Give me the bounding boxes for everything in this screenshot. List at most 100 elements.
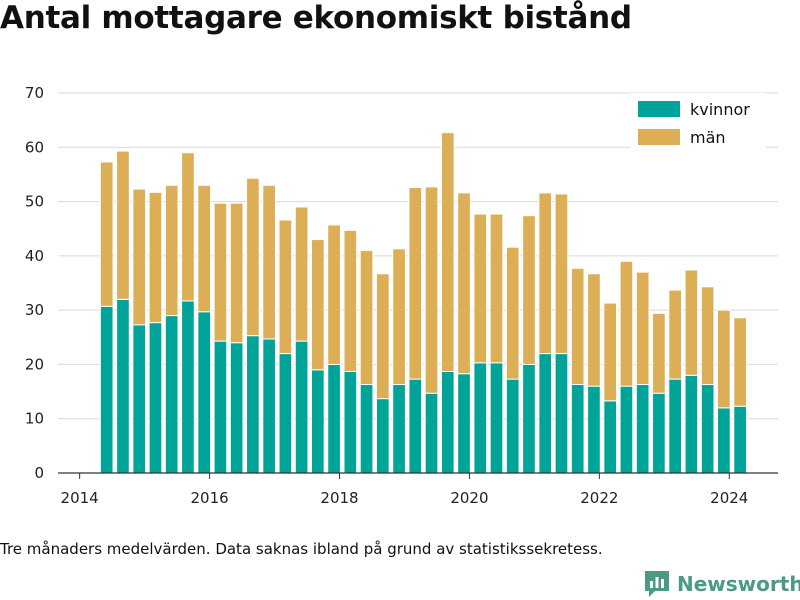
bar-kvinnor — [587, 385, 601, 474]
legend-swatch — [638, 101, 680, 117]
bar-kvinnor — [554, 353, 569, 474]
bar-man — [229, 202, 244, 344]
bar-man — [262, 184, 276, 340]
y-tick-label: 60 — [25, 138, 44, 156]
x-tick-label: 2022 — [580, 489, 618, 507]
bar-man — [99, 161, 114, 307]
x-tick-label: 2020 — [450, 489, 488, 507]
bar-kvinnor — [181, 300, 195, 474]
bar-man — [733, 317, 747, 407]
x-tick-label: 2018 — [320, 489, 358, 507]
bar-kvinnor — [700, 384, 715, 474]
bar-man — [587, 273, 601, 387]
bar-kvinnor — [538, 353, 553, 474]
bar-man — [652, 312, 666, 394]
bar-man — [684, 269, 699, 376]
bar-man — [489, 213, 504, 364]
bar-kvinnor — [489, 362, 504, 474]
bar-man — [294, 206, 309, 342]
y-tick-label: 10 — [25, 410, 44, 428]
axes: 0 10 20 30 40 50 60 70 2014 2016 2018 2020 2022 2024 — [25, 84, 778, 507]
bar-man — [343, 229, 358, 372]
bar-kvinnor — [457, 373, 471, 474]
bar-man — [505, 246, 520, 380]
bar-kvinnor — [164, 315, 179, 474]
y-tick-label: 70 — [25, 84, 44, 102]
bar-kvinnor — [473, 362, 488, 474]
bar-kvinnor — [635, 384, 650, 474]
bar-kvinnor — [505, 378, 520, 474]
footnote: Tre månaders medelvärden. Data saknas ib… — [0, 540, 603, 558]
bar-man — [700, 286, 715, 386]
bar-man — [424, 186, 439, 394]
brand-name: Newsworthy — [677, 572, 800, 596]
bar-man — [570, 267, 585, 386]
bars — [99, 132, 747, 474]
bar-man — [197, 184, 211, 313]
bar-kvinnor — [99, 305, 114, 474]
bar-man — [164, 184, 179, 317]
bar-kvinnor — [424, 392, 439, 474]
bar-kvinnor — [652, 392, 666, 474]
bar-kvinnor — [392, 384, 406, 474]
legend-label: kvinnor — [690, 100, 750, 119]
bar-man — [522, 215, 536, 365]
legend: kvinnor män — [630, 93, 766, 155]
x-tick-label: 2014 — [61, 489, 99, 507]
x-tick-label: 2024 — [710, 489, 748, 507]
bar-man — [181, 152, 195, 302]
bar-kvinnor — [116, 298, 130, 474]
newsworthy-logo-icon — [645, 571, 669, 597]
bar-man — [603, 302, 618, 402]
bar-man — [213, 202, 228, 342]
bar-kvinnor — [197, 311, 211, 474]
y-tick-label: 0 — [34, 464, 44, 482]
bar-man — [473, 213, 488, 364]
bar-man — [278, 219, 293, 355]
bar-man — [327, 224, 341, 365]
bar-kvinnor — [246, 335, 260, 474]
bar-man — [148, 191, 163, 324]
legend-label: män — [690, 128, 726, 147]
bar-man — [619, 260, 634, 387]
bar-kvinnor — [359, 384, 374, 474]
y-tick-label: 20 — [25, 355, 44, 373]
brand-logo[interactable]: Newsworthy — [643, 568, 800, 600]
x-tick-label: 2016 — [190, 489, 228, 507]
bar-kvinnor — [440, 370, 455, 474]
bar-man — [457, 192, 471, 375]
bar-kvinnor — [294, 340, 309, 474]
bar-man — [359, 249, 374, 386]
y-tick-label: 30 — [25, 301, 44, 319]
bar-man — [668, 289, 682, 380]
bar-man — [246, 177, 260, 337]
bar-man — [392, 248, 406, 386]
bar-kvinnor — [619, 385, 634, 474]
bar-kvinnor — [408, 378, 423, 474]
bar-man — [635, 271, 650, 386]
bar-kvinnor — [570, 384, 585, 474]
bar-kvinnor — [343, 370, 358, 474]
chart-title: Antal mottagare ekonomiskt bistånd — [0, 0, 632, 36]
bar-kvinnor — [262, 338, 276, 474]
bar-kvinnor — [717, 407, 731, 474]
bar-man — [554, 193, 569, 355]
bar-man — [311, 239, 325, 371]
bar-man — [375, 273, 390, 400]
bar-man — [538, 192, 553, 355]
bar-kvinnor — [684, 374, 699, 474]
bar-kvinnor — [733, 405, 747, 474]
bar-man — [440, 132, 455, 372]
bar-kvinnor — [229, 342, 244, 474]
y-tick-label: 50 — [25, 193, 44, 211]
bar-man — [408, 186, 423, 380]
bar-man — [116, 150, 130, 300]
bar-kvinnor — [132, 324, 147, 474]
bar-kvinnor — [375, 398, 390, 474]
bar-kvinnor — [311, 369, 325, 474]
bar-kvinnor — [278, 353, 293, 474]
legend-swatch — [638, 129, 680, 145]
y-tick-label: 40 — [25, 247, 44, 265]
bar-man — [717, 309, 731, 409]
